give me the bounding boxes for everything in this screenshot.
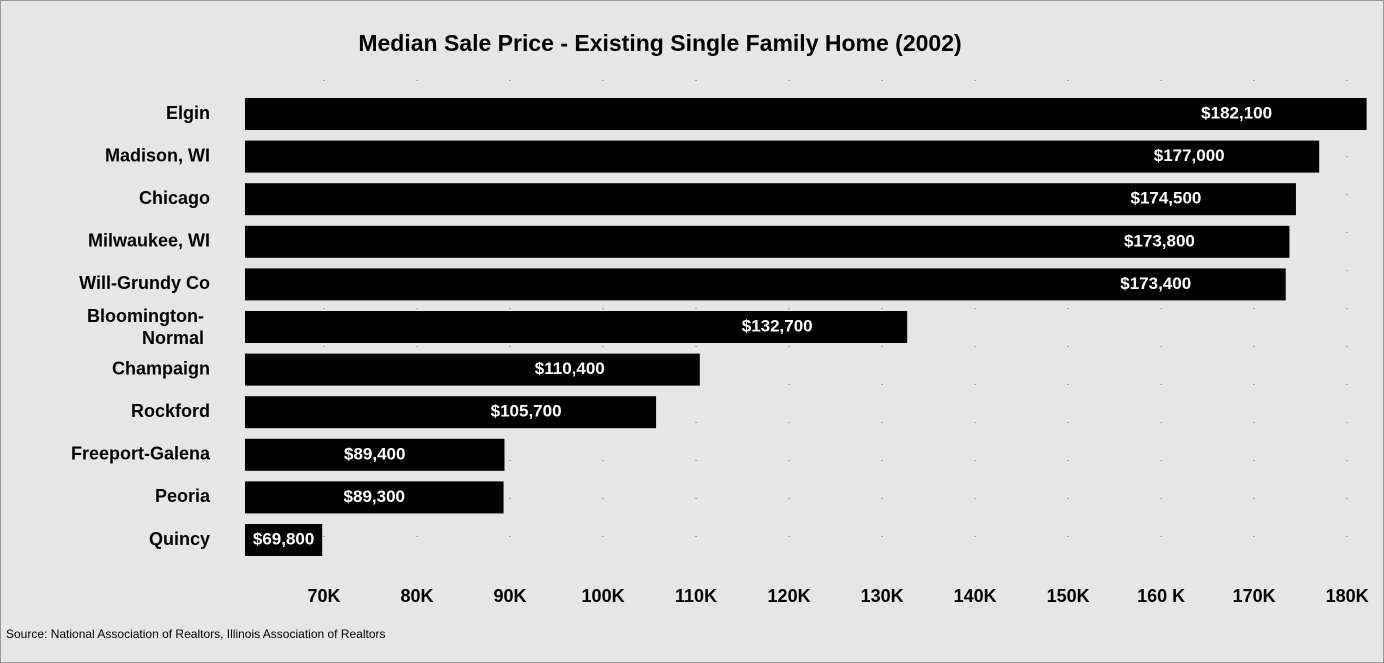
category-label: Peoria — [155, 486, 211, 506]
value-label: $173,800 — [1124, 231, 1195, 250]
bar — [245, 481, 504, 514]
category-label: Champaign — [112, 358, 210, 378]
category-label-line: Normal — [142, 328, 204, 348]
bar — [245, 183, 1296, 216]
bar — [245, 438, 505, 471]
value-label: $69,800 — [253, 529, 314, 548]
x-tick-label: 70K — [308, 586, 341, 606]
category-label: Bloomington-Normal — [87, 306, 204, 348]
value-label: $89,400 — [344, 444, 405, 463]
category-label: Quincy — [149, 529, 210, 549]
category-label: Rockford — [131, 401, 210, 421]
value-label: $132,700 — [742, 316, 813, 335]
category-label: Madison, WI — [105, 145, 210, 165]
source-note: Source: National Association of Realtors… — [6, 627, 386, 641]
x-tick-label: 130K — [861, 586, 904, 606]
bar — [245, 396, 657, 429]
value-label: $89,300 — [344, 487, 405, 506]
value-label: $110,400 — [535, 359, 605, 378]
x-tick-label: 110K — [675, 586, 717, 606]
x-tick-label: 160 K — [1137, 586, 1185, 606]
category-label: Will-Grundy Co — [79, 273, 210, 293]
x-tick-label: 80K — [401, 586, 434, 606]
chart-title: Median Sale Price - Existing Single Fami… — [358, 30, 961, 56]
category-label: Elgin — [166, 103, 210, 123]
x-tick-label: 140K — [954, 586, 997, 606]
x-tick-label: 150K — [1047, 586, 1090, 606]
bar — [245, 225, 1290, 258]
bar — [245, 524, 323, 556]
category-label-line: Bloomington- — [87, 306, 204, 326]
value-label: $173,400 — [1120, 274, 1191, 293]
value-label: $182,100 — [1201, 103, 1272, 122]
category-label: Freeport-Galena — [71, 444, 211, 464]
bar — [245, 140, 1320, 173]
x-tick-label: 170K — [1233, 586, 1276, 606]
value-label: $177,000 — [1154, 146, 1225, 165]
category-label: Milwaukee, WI — [88, 231, 210, 251]
bar — [245, 98, 1367, 130]
value-label: $105,700 — [491, 402, 562, 421]
x-tick-label: 100K — [582, 586, 625, 606]
value-label: $174,500 — [1130, 189, 1201, 208]
x-tick-label: 90K — [494, 586, 527, 606]
bar — [245, 268, 1286, 301]
x-tick-label: 180K — [1326, 586, 1369, 606]
category-label: Chicago — [139, 188, 210, 208]
x-tick-label: 120K — [768, 586, 811, 606]
bar — [245, 311, 908, 343]
bar — [245, 353, 700, 386]
